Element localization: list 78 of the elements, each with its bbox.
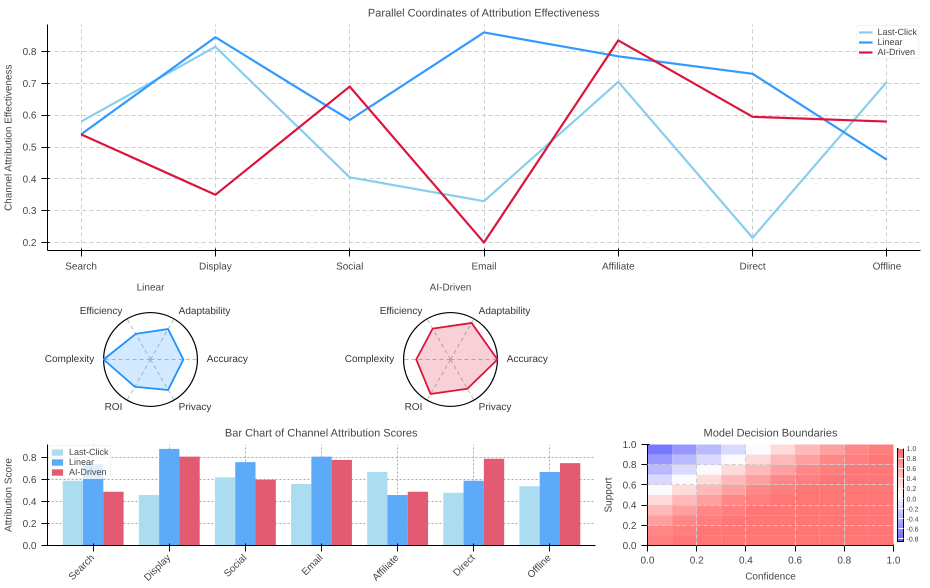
bar	[332, 460, 352, 546]
y-tick-label: 0.5	[22, 142, 37, 154]
spoke-label: Accuracy	[206, 354, 248, 365]
bar	[256, 480, 276, 546]
x-tick-label: Social	[336, 262, 364, 272]
y-tick-label: 0.8	[22, 47, 37, 58]
x-tick-label: Offline	[872, 262, 902, 272]
x-tick-label: Display	[198, 262, 232, 272]
y-axis-title: Support	[604, 477, 615, 513]
spoke-label: Efficiency	[380, 306, 422, 318]
bar	[484, 458, 504, 546]
chart-title: Parallel Coordinates of Attribution Effectiveness	[368, 8, 600, 20]
chart-title: Model Decision Boundaries	[704, 428, 838, 440]
y-tick-label: 0.8	[622, 460, 637, 472]
y-tick-label: 0.6	[22, 475, 37, 486]
bar	[367, 472, 388, 546]
spoke-label: Efficiency	[80, 306, 122, 318]
chart-title: Bar Chart of Channel Attribution Scores	[224, 428, 418, 440]
bar	[519, 486, 540, 546]
y-tick-label: 1.0	[622, 440, 637, 451]
bar	[179, 456, 200, 546]
bar	[387, 495, 408, 546]
bar	[291, 484, 312, 546]
bar	[540, 472, 560, 546]
y-axis-title: Attribution Score	[4, 458, 15, 532]
y-tick-label: 0.0	[22, 541, 37, 552]
spoke-label: Adaptability	[478, 306, 530, 318]
y-tick-label: 0.2	[22, 519, 37, 530]
bar	[464, 480, 484, 546]
spoke-label: Privacy	[478, 402, 512, 413]
legend-label: Linear	[877, 37, 903, 47]
x-tick-label: 0.4	[738, 556, 754, 566]
y-tick-label: 0.6	[22, 110, 37, 122]
legend-label: Last-Click	[877, 27, 917, 37]
spoke-label: ROI	[404, 402, 422, 413]
y-tick-label: 0.6	[622, 480, 637, 492]
x-tick-label: 0.2	[690, 556, 704, 566]
spoke-label: Complexity	[44, 354, 94, 365]
y-tick-label: 0.2	[622, 520, 637, 532]
y-tick-label: 0.8	[22, 453, 37, 464]
x-tick-label: Email	[472, 262, 497, 272]
bar	[311, 456, 332, 546]
bar	[408, 492, 428, 546]
y-tick-label: 0.4	[22, 497, 37, 508]
x-tick-label: 1.0	[886, 556, 901, 566]
bar	[159, 448, 180, 546]
x-tick-label: Search	[65, 262, 97, 272]
spoke-label: Privacy	[178, 402, 212, 413]
bar	[443, 492, 464, 546]
bar	[214, 477, 236, 546]
y-tick-label: 0.7	[22, 78, 37, 90]
bar	[62, 480, 84, 546]
spoke-label: Complexity	[344, 354, 394, 365]
x-tick-label: 0.8	[837, 556, 852, 566]
chart-title: AI-Driven	[430, 282, 472, 294]
bar	[235, 462, 256, 546]
spoke-label: Accuracy	[506, 354, 548, 365]
x-tick-label: Affiliate	[602, 262, 636, 272]
legend-label: Linear	[69, 457, 94, 467]
y-tick-label: 0.2	[22, 238, 37, 250]
chart-title: Linear	[136, 282, 166, 294]
legend-label: Last-Click	[69, 447, 109, 457]
legend-label: AI-Driven	[69, 467, 107, 477]
y-tick-label: 0.4	[22, 174, 37, 186]
x-tick-label: Direct	[740, 262, 766, 272]
y-axis-title: Channel Attribution Effectiveness	[4, 64, 15, 212]
x-axis-title: Confidence	[745, 572, 796, 582]
y-tick-label: 0.0	[622, 541, 637, 552]
bar	[138, 495, 160, 546]
spoke-label: Adaptability	[178, 306, 230, 318]
x-tick-label: 0.0	[640, 556, 655, 566]
x-tick-label: 0.6	[788, 556, 802, 566]
spoke-label: ROI	[104, 402, 122, 413]
y-tick-label: 0.3	[22, 206, 37, 218]
legend-label: AI-Driven	[877, 47, 915, 57]
y-tick-label: 0.4	[622, 500, 637, 512]
bar	[560, 463, 580, 546]
bar	[103, 492, 124, 546]
